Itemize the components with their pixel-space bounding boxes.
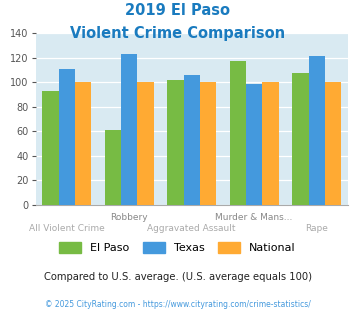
Bar	[325, 82, 341, 205]
Bar	[105, 130, 121, 205]
Text: Violent Crime Comparison: Violent Crime Comparison	[70, 26, 285, 41]
Bar	[246, 84, 262, 205]
Bar	[308, 56, 325, 205]
Bar	[59, 69, 75, 205]
Bar	[121, 54, 137, 205]
Text: Robbery: Robbery	[110, 213, 148, 222]
Bar	[184, 75, 200, 205]
Text: Compared to U.S. average. (U.S. average equals 100): Compared to U.S. average. (U.S. average …	[44, 272, 311, 282]
Bar	[137, 82, 154, 205]
Text: Aggravated Assault: Aggravated Assault	[147, 224, 236, 233]
Text: All Violent Crime: All Violent Crime	[29, 224, 105, 233]
Bar	[167, 80, 184, 205]
Bar	[230, 61, 246, 205]
Bar	[292, 74, 308, 205]
Text: Murder & Mans...: Murder & Mans...	[215, 213, 293, 222]
Text: 2019 El Paso: 2019 El Paso	[125, 3, 230, 18]
Bar	[42, 91, 59, 205]
Legend: El Paso, Texas, National: El Paso, Texas, National	[59, 242, 296, 253]
Text: © 2025 CityRating.com - https://www.cityrating.com/crime-statistics/: © 2025 CityRating.com - https://www.city…	[45, 300, 310, 309]
Bar	[200, 82, 216, 205]
Text: Rape: Rape	[305, 224, 328, 233]
Bar	[262, 82, 279, 205]
Bar	[75, 82, 91, 205]
